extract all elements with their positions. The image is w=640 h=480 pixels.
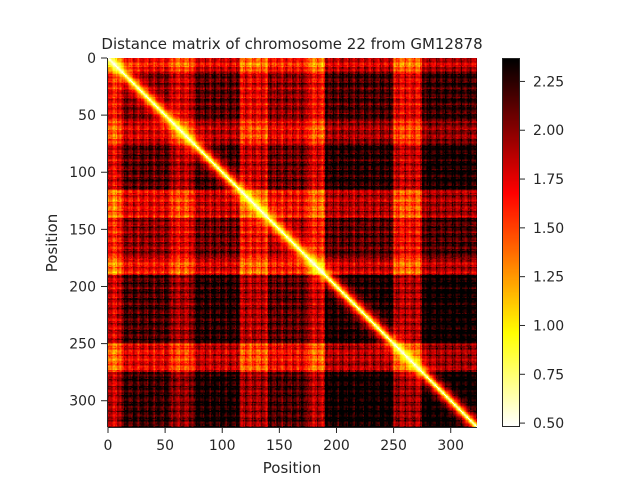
colorbar-tick-label: 1.75 [533, 172, 564, 188]
y-tick-label: 300 [69, 394, 96, 410]
colorbar-tick-label: 1.00 [533, 318, 564, 334]
y-tick-label: 200 [69, 279, 96, 295]
colorbar-tick-label: 0.75 [533, 367, 564, 383]
chart-title: Distance matrix of chromosome 22 from GM… [101, 35, 482, 53]
x-tick-label: 250 [380, 438, 407, 454]
colorbar-tick-label: 2.25 [533, 74, 564, 90]
y-tick-label: 150 [69, 222, 96, 238]
x-axis-ticks: 0 50 100 150 200 250 300 [104, 427, 464, 454]
colorbar-tick-label: 2.00 [533, 123, 564, 139]
y-tick-label: 50 [78, 108, 96, 124]
x-tick-label: 150 [266, 438, 293, 454]
y-tick-label: 0 [87, 51, 96, 67]
x-tick-label: 0 [104, 438, 113, 454]
colorbar-tick-label: 0.50 [533, 416, 564, 432]
x-tick-label: 100 [209, 438, 236, 454]
x-tick-label: 50 [156, 438, 174, 454]
colorbar-gradient [502, 58, 520, 427]
x-tick-label: 300 [437, 438, 464, 454]
y-axis-ticks: 0 50 100 150 200 250 300 [69, 51, 107, 410]
y-axis-label: Position [43, 214, 61, 272]
x-tick-label: 200 [323, 438, 350, 454]
colorbar-frame [502, 58, 520, 427]
colorbar-tick-label: 1.50 [533, 221, 564, 237]
y-tick-label: 100 [69, 165, 96, 181]
heatmap-area [108, 58, 477, 427]
colorbar-area [502, 58, 520, 427]
x-axis-label: Position [263, 459, 321, 477]
colorbar-tick-label: 1.25 [533, 270, 564, 286]
colorbar-ticks: 2.25 2.00 1.75 1.50 1.25 1.00 0.75 0.50 [520, 74, 564, 432]
heatmap-image [108, 58, 477, 427]
y-tick-label: 250 [69, 337, 96, 353]
axes-spines [107, 58, 477, 428]
